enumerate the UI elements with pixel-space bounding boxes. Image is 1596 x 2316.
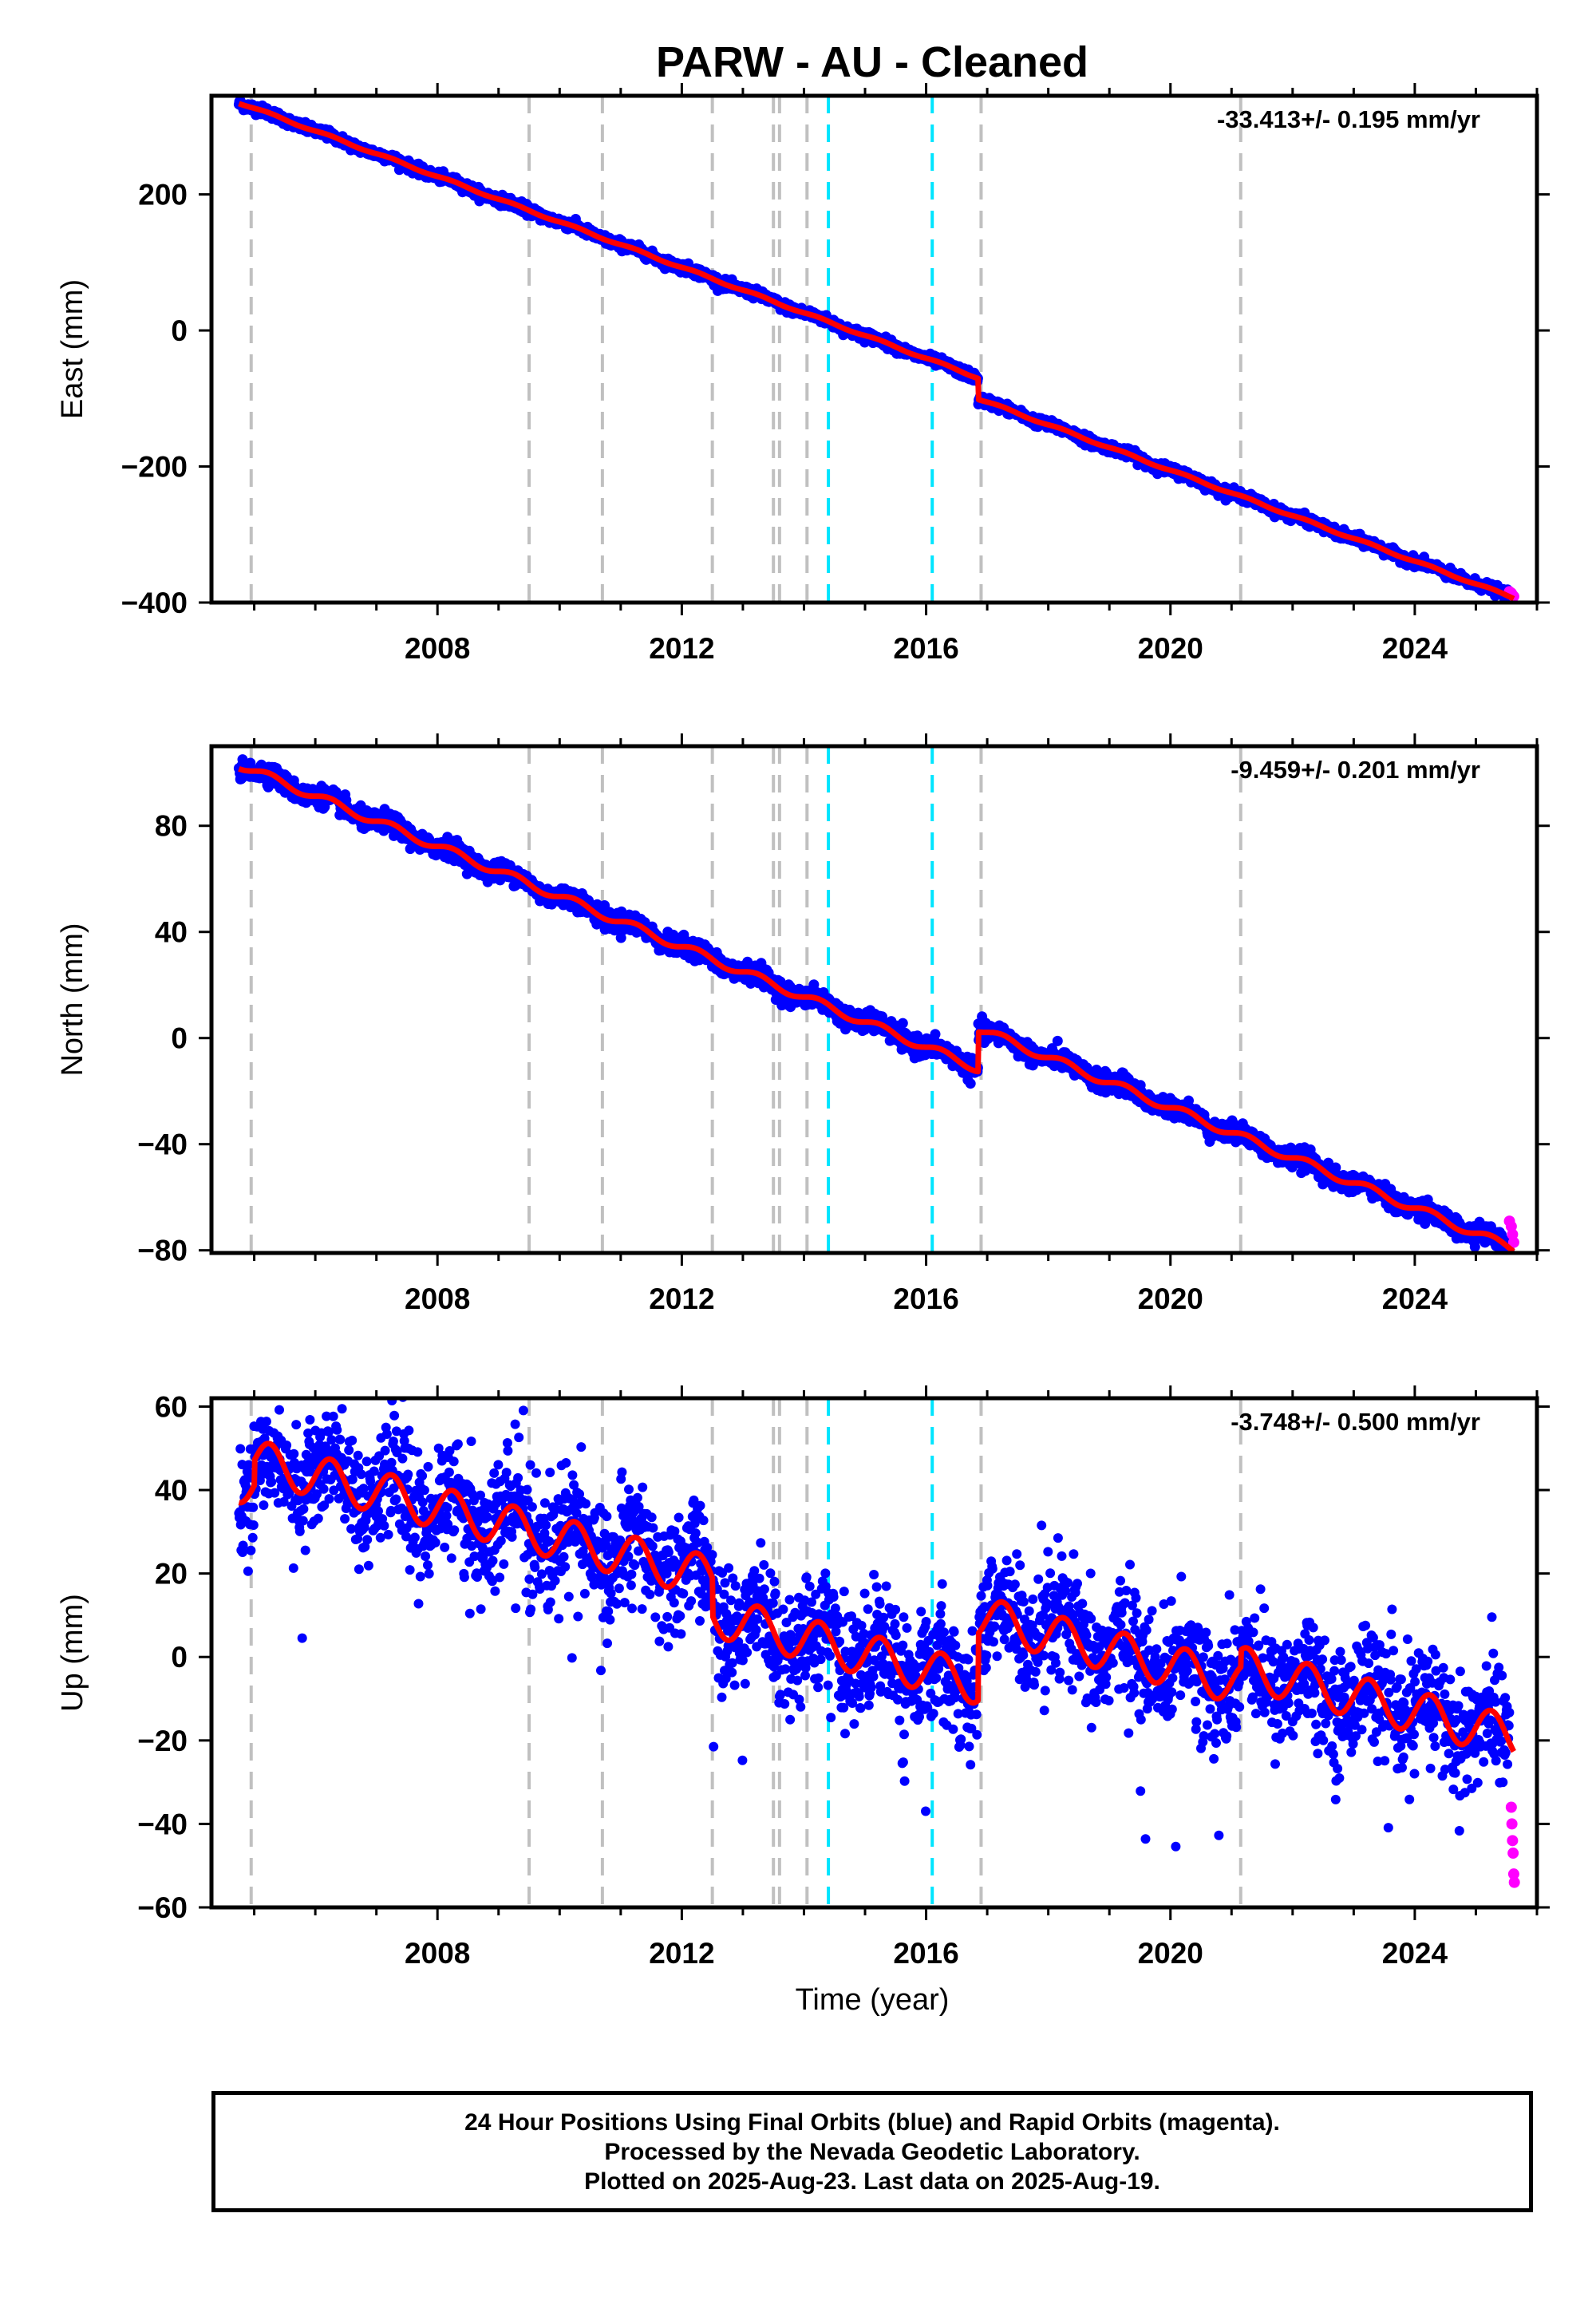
y-tick-label: 200 (138, 179, 188, 211)
final-orbit-point (930, 1029, 941, 1040)
x-tick-label: 2008 (405, 632, 470, 665)
y-tick-label: −400 (121, 587, 188, 619)
y-axis-label: East (mm) (56, 279, 89, 419)
x-tick-label: 2016 (893, 632, 958, 665)
x-tick-label: 2020 (1138, 632, 1203, 665)
final-orbit-point (1052, 1035, 1063, 1046)
east-panel: −400 −200 0 200 2008 2012 2016 2020 2024 East (mm… (56, 83, 1550, 665)
final-orbit-points (233, 754, 1515, 1253)
y-tick-label: 0 (171, 314, 188, 347)
y-tick-label: −200 (121, 451, 188, 484)
x-tick-label: 2012 (649, 632, 714, 665)
final-orbit-point (897, 1018, 908, 1029)
x-tick-label: 2024 (1382, 632, 1448, 665)
rate-label: -33.413+/- 0.195 mm/yr (1217, 105, 1480, 133)
final-orbit-point (965, 1078, 976, 1089)
chart-title: PARW - AU - Cleaned (656, 38, 1088, 86)
